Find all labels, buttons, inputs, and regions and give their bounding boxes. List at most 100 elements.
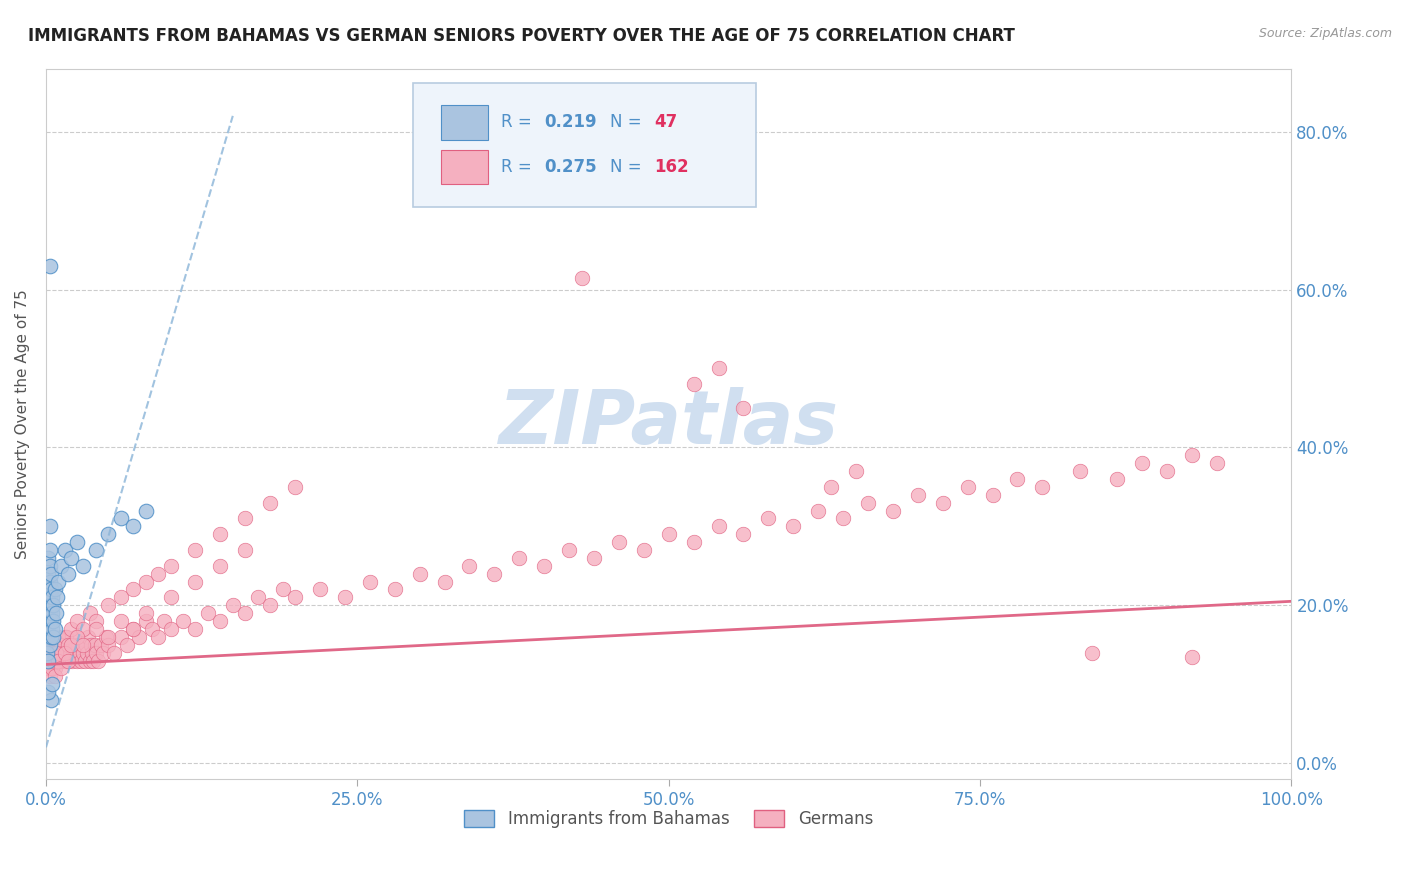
Point	[607, 535, 630, 549]
Point	[90, 638, 112, 652]
Point	[52, 646, 75, 660]
Point	[42, 646, 65, 660]
Point	[38, 638, 60, 652]
Point	[41, 622, 63, 636]
Text: 0.275: 0.275	[544, 158, 596, 176]
Point	[53, 646, 76, 660]
Point	[37, 622, 59, 636]
Point	[38, 558, 60, 573]
Point	[45, 638, 67, 652]
Point	[51, 638, 73, 652]
Point	[384, 582, 406, 597]
Point	[79, 653, 101, 667]
Point	[222, 599, 245, 613]
Point	[135, 606, 157, 620]
Point	[46, 591, 69, 605]
Point	[44, 622, 66, 636]
Point	[41, 591, 63, 605]
Point	[41, 638, 63, 652]
Point	[882, 503, 904, 517]
Point	[309, 582, 332, 597]
Point	[38, 591, 60, 605]
Point	[571, 270, 593, 285]
Text: R =: R =	[501, 112, 537, 131]
Point	[59, 646, 82, 660]
Text: 47: 47	[654, 112, 678, 131]
Point	[58, 653, 80, 667]
Point	[122, 622, 145, 636]
Point	[73, 653, 96, 667]
Point	[63, 646, 86, 660]
Point	[37, 685, 59, 699]
Point	[37, 653, 59, 667]
Point	[1205, 456, 1227, 470]
Point	[37, 582, 59, 597]
Point	[56, 646, 79, 660]
Point	[159, 622, 181, 636]
Point	[110, 614, 132, 628]
Point	[184, 622, 207, 636]
FancyBboxPatch shape	[413, 83, 756, 207]
Point	[246, 591, 269, 605]
Point	[70, 638, 93, 652]
Point	[37, 646, 59, 660]
Point	[67, 638, 90, 652]
Point	[707, 519, 730, 533]
Point	[97, 527, 120, 541]
Point	[733, 401, 755, 415]
Point	[84, 646, 107, 660]
Point	[39, 653, 62, 667]
Point	[782, 519, 804, 533]
Point	[44, 630, 66, 644]
Point	[38, 669, 60, 683]
Point	[38, 630, 60, 644]
Point	[39, 566, 62, 581]
Point	[233, 606, 256, 620]
Point	[284, 480, 307, 494]
Point	[37, 638, 59, 652]
Point	[122, 622, 145, 636]
Text: IMMIGRANTS FROM BAHAMAS VS GERMAN SENIORS POVERTY OVER THE AGE OF 75 CORRELATION: IMMIGRANTS FROM BAHAMAS VS GERMAN SENIOR…	[28, 27, 1015, 45]
Point	[59, 638, 82, 652]
Point	[682, 535, 704, 549]
Point	[558, 543, 581, 558]
Point	[39, 646, 62, 660]
Point	[48, 574, 70, 589]
Point	[37, 661, 59, 675]
Point	[153, 614, 176, 628]
Point	[1181, 649, 1204, 664]
Point	[84, 614, 107, 628]
Text: Source: ZipAtlas.com: Source: ZipAtlas.com	[1258, 27, 1392, 40]
Point	[37, 646, 59, 660]
Point	[91, 646, 114, 660]
Point	[39, 630, 62, 644]
Point	[84, 622, 107, 636]
Y-axis label: Seniors Poverty Over the Age of 75: Seniors Poverty Over the Age of 75	[15, 289, 30, 558]
Point	[38, 543, 60, 558]
Point	[39, 693, 62, 707]
Point	[53, 543, 76, 558]
Point	[69, 646, 91, 660]
Point	[49, 661, 72, 675]
Point	[45, 638, 67, 652]
Point	[39, 582, 62, 597]
Point	[72, 622, 94, 636]
Point	[159, 591, 181, 605]
Point	[259, 599, 281, 613]
Point	[37, 614, 59, 628]
Point	[820, 480, 842, 494]
Point	[38, 574, 60, 589]
Point	[46, 630, 69, 644]
Point	[44, 582, 66, 597]
Point	[49, 638, 72, 652]
Point	[38, 606, 60, 620]
Point	[44, 653, 66, 667]
Point	[72, 638, 94, 652]
Point	[97, 638, 120, 652]
Point	[42, 614, 65, 628]
Point	[87, 653, 110, 667]
Point	[48, 653, 70, 667]
Point	[408, 566, 430, 581]
Point	[53, 653, 76, 667]
Point	[981, 488, 1004, 502]
